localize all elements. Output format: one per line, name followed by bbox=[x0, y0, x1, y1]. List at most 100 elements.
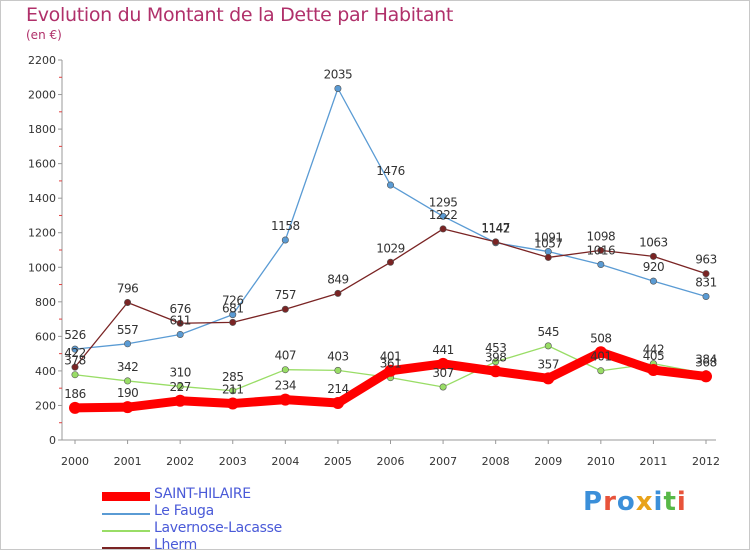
logo-letter: r bbox=[603, 487, 617, 517]
data-label-le-fauga: 1158 bbox=[271, 219, 300, 233]
data-point-le-fauga bbox=[334, 85, 342, 93]
data-point-lherm bbox=[649, 252, 657, 260]
logo-letter: o bbox=[616, 487, 636, 517]
data-point-saint-hilaire bbox=[489, 365, 502, 378]
chart-axes: 0 200 400 600 800 1000 1200 1400 1600 1800 2000 220… bbox=[28, 54, 720, 468]
data-point-saint-hilaire bbox=[69, 401, 81, 414]
data-label-saint-hilaire: 357 bbox=[538, 357, 559, 371]
data-point-le-fauga bbox=[386, 181, 394, 189]
data-point-lherm bbox=[71, 363, 79, 371]
data-point-lavernose-lacasse bbox=[229, 387, 237, 395]
y-tick-label: 2200 bbox=[28, 54, 56, 67]
data-label-lavernose-lacasse: 401 bbox=[590, 350, 611, 364]
x-tick-label: 2000 bbox=[61, 455, 89, 468]
proxiti-logo: Proxiti bbox=[583, 487, 687, 517]
series-lines bbox=[69, 85, 712, 414]
legend-swatch bbox=[102, 547, 150, 549]
data-point-lavernose-lacasse bbox=[334, 366, 342, 374]
data-point-le-fauga bbox=[439, 212, 447, 220]
x-tick-label: 2010 bbox=[587, 455, 615, 468]
data-label-lavernose-lacasse: 453 bbox=[485, 341, 506, 355]
legend-swatch bbox=[102, 513, 150, 515]
data-point-lherm bbox=[702, 270, 710, 278]
data-label-le-fauga: 526 bbox=[64, 328, 85, 342]
data-point-saint-hilaire bbox=[226, 397, 239, 410]
data-point-lherm bbox=[492, 238, 500, 246]
legend-label: Le Fauga bbox=[154, 503, 214, 519]
data-point-le-fauga bbox=[229, 311, 237, 319]
data-point-saint-hilaire bbox=[594, 346, 607, 359]
data-label-lavernose-lacasse: 285 bbox=[222, 370, 243, 384]
data-label-le-fauga: 1476 bbox=[376, 164, 405, 178]
data-label-le-fauga: 1142 bbox=[481, 222, 510, 236]
data-label-lavernose-lacasse: 307 bbox=[432, 366, 453, 380]
data-label-saint-hilaire: 190 bbox=[117, 386, 138, 400]
data-label-lavernose-lacasse: 442 bbox=[643, 343, 664, 357]
logo-letter: t bbox=[663, 487, 677, 517]
data-label-saint-hilaire: 398 bbox=[485, 350, 506, 364]
data-labels: 186 190 227 211 234 214 401 441 398 357 508 405 368 5… bbox=[64, 68, 717, 401]
x-tick-label: 2007 bbox=[429, 455, 457, 468]
data-point-lherm bbox=[176, 319, 184, 327]
data-point-lavernose-lacasse bbox=[124, 377, 132, 385]
data-point-le-fauga bbox=[71, 345, 79, 353]
data-label-lherm: 1222 bbox=[429, 208, 458, 222]
data-label-lherm: 796 bbox=[117, 282, 138, 296]
x-tick-label: 2003 bbox=[219, 455, 247, 468]
x-tick-label: 2012 bbox=[692, 455, 720, 468]
data-point-lherm bbox=[439, 225, 447, 233]
x-tick-label: 2006 bbox=[377, 455, 405, 468]
data-label-lherm: 1063 bbox=[639, 235, 668, 249]
data-point-lavernose-lacasse bbox=[597, 367, 605, 375]
data-label-lavernose-lacasse: 384 bbox=[695, 353, 716, 367]
legend-label: Lherm bbox=[154, 537, 197, 553]
x-tick-label: 2002 bbox=[166, 455, 194, 468]
x-tick-label: 2009 bbox=[534, 455, 562, 468]
data-point-saint-hilaire bbox=[700, 370, 712, 383]
data-point-saint-hilaire bbox=[174, 394, 187, 407]
data-label-saint-hilaire: 441 bbox=[432, 343, 453, 357]
data-label-lherm: 757 bbox=[275, 288, 296, 302]
data-label-saint-hilaire: 214 bbox=[327, 382, 348, 396]
data-label-lavernose-lacasse: 545 bbox=[538, 325, 559, 339]
data-label-saint-hilaire: 368 bbox=[695, 355, 716, 369]
data-point-lherm bbox=[544, 253, 552, 261]
y-tick-label: 2000 bbox=[28, 89, 56, 102]
data-label-saint-hilaire: 405 bbox=[643, 349, 664, 363]
data-label-lherm: 849 bbox=[327, 272, 348, 286]
data-point-le-fauga bbox=[176, 330, 184, 338]
data-point-saint-hilaire bbox=[279, 393, 292, 406]
data-label-le-fauga: 831 bbox=[695, 275, 716, 289]
legend-swatch bbox=[102, 530, 150, 532]
data-label-lavernose-lacasse: 310 bbox=[169, 365, 190, 379]
data-point-le-fauga bbox=[597, 261, 605, 269]
data-label-lavernose-lacasse: 378 bbox=[64, 354, 85, 368]
data-point-saint-hilaire bbox=[121, 401, 134, 414]
y-tick-label: 1000 bbox=[28, 261, 56, 274]
data-label-le-fauga: 611 bbox=[169, 313, 190, 327]
data-point-saint-hilaire bbox=[647, 364, 660, 377]
data-label-le-fauga: 557 bbox=[117, 323, 138, 337]
y-tick-label: 1400 bbox=[28, 192, 56, 205]
data-point-lavernose-lacasse bbox=[544, 342, 552, 350]
data-label-lavernose-lacasse: 403 bbox=[327, 349, 348, 363]
x-tick-label: 2001 bbox=[114, 455, 142, 468]
data-point-lherm bbox=[124, 299, 132, 307]
data-label-lherm: 963 bbox=[695, 253, 716, 267]
data-label-le-fauga: 920 bbox=[643, 260, 664, 274]
data-label-saint-hilaire: 401 bbox=[380, 350, 401, 364]
data-point-saint-hilaire bbox=[437, 357, 450, 370]
data-label-le-fauga: 2035 bbox=[324, 68, 353, 82]
data-point-lavernose-lacasse bbox=[71, 371, 79, 379]
data-label-le-fauga: 1295 bbox=[429, 195, 458, 209]
data-label-lherm: 681 bbox=[222, 301, 243, 315]
legend-swatch bbox=[102, 492, 150, 501]
data-point-saint-hilaire bbox=[331, 397, 344, 410]
y-tick-label: 1800 bbox=[28, 123, 56, 136]
data-label-saint-hilaire: 227 bbox=[169, 380, 190, 394]
y-tick-label: 800 bbox=[35, 296, 56, 309]
chart-subtitle: (en €) bbox=[26, 28, 62, 42]
y-tick-label: 1600 bbox=[28, 158, 56, 171]
